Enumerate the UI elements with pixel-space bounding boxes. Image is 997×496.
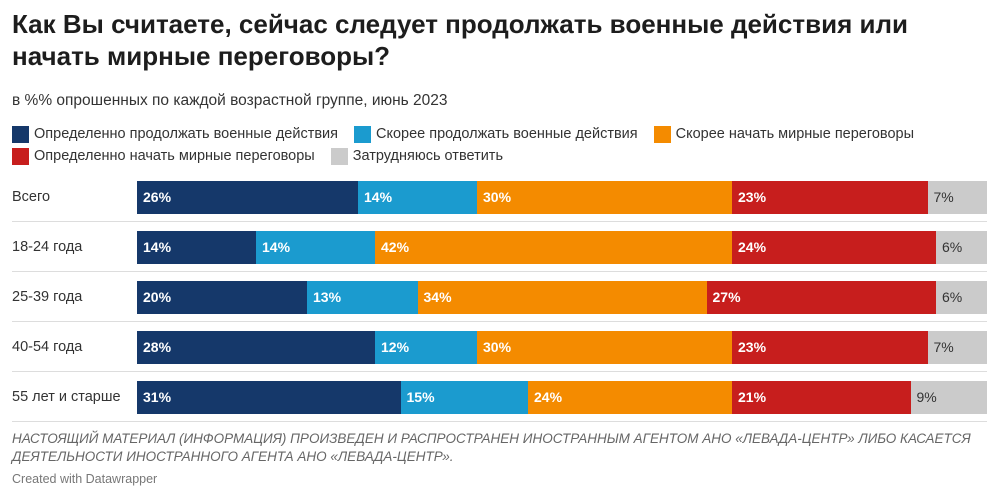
bar-segment: 24%: [732, 231, 936, 264]
data-label: 7%: [933, 339, 954, 355]
data-label: 28%: [143, 339, 172, 355]
bar-segment: 12%: [375, 331, 477, 364]
data-label: 15%: [406, 389, 435, 405]
legend-item-rather-negotiate: Скорее начать мирные переговоры: [653, 123, 914, 145]
stacked-bar: 26% 14% 30% 23% 7%: [137, 181, 987, 214]
category-label: 18-24 года: [12, 239, 83, 255]
legend-swatch: [12, 147, 29, 165]
legend-label: Затрудняюсь ответить: [352, 148, 504, 164]
data-label: 14%: [143, 239, 172, 255]
data-label: 13%: [313, 289, 342, 305]
bar-segment: 7%: [927, 181, 987, 214]
legend-item-undecided: Затрудняюсь ответить: [330, 145, 504, 167]
bar-segment: 28%: [137, 331, 375, 364]
legend-row: Определенно начать мирные переговоры Зат…: [12, 145, 987, 167]
data-label: 23%: [738, 189, 767, 205]
row-separator: [12, 271, 987, 272]
legend-item-rather-continue: Скорее продолжать военные действия: [353, 123, 638, 145]
chart-title: Как Вы считаете, сейчас следует продолжа…: [12, 9, 908, 71]
data-label: 21%: [738, 389, 767, 405]
legend-item-definitely-negotiate: Определенно начать мирные переговоры: [12, 145, 315, 167]
data-label: 20%: [143, 289, 172, 305]
stacked-bar: 31% 15% 24% 21% 9%: [137, 381, 987, 414]
bar-segment: 20%: [137, 281, 307, 314]
category-label: 40-54 года: [12, 339, 83, 355]
legend-row: Определенно продолжать военные действия …: [12, 123, 987, 145]
bar-segment: 23%: [732, 181, 928, 214]
category-label: 25-39 года: [12, 289, 83, 305]
row-separator: [12, 321, 987, 322]
bar-segment: 30%: [477, 331, 732, 364]
bar-segment: 14%: [358, 181, 477, 214]
legend: Определенно продолжать военные действия …: [12, 123, 987, 167]
data-label: 26%: [143, 189, 172, 205]
row-separator: [12, 371, 987, 372]
chart-row: 55 лет и старше 31% 15% 24% 21% 9%: [0, 372, 997, 422]
legend-label: Скорее начать мирные переговоры: [675, 126, 914, 142]
data-label: 6%: [942, 289, 963, 305]
bar-segment: 26%: [137, 181, 358, 214]
bar-segment: 7%: [927, 331, 987, 364]
chart-row: 25-39 года 20% 13% 34% 27% 6%: [0, 272, 997, 322]
bar-segment: 23%: [732, 331, 928, 364]
chart-row: 40-54 года 28% 12% 30% 23% 7%: [0, 322, 997, 372]
bar-segment: 42%: [375, 231, 732, 264]
bar-segment: 14%: [137, 231, 256, 264]
foreign-agent-notice: НАСТОЯЩИЙ МАТЕРИАЛ (ИНФОРМАЦИЯ) ПРОИЗВЕД…: [12, 431, 971, 464]
legend-item-definitely-continue: Определенно продолжать военные действия: [12, 123, 338, 145]
data-label: 34%: [423, 289, 452, 305]
data-label: 30%: [483, 339, 512, 355]
data-label: 30%: [483, 189, 512, 205]
stacked-bar: 20% 13% 34% 27% 6%: [137, 281, 987, 314]
data-label: 14%: [262, 239, 291, 255]
data-label: 23%: [738, 339, 767, 355]
bar-segment: 31%: [137, 381, 401, 414]
data-label: 31%: [143, 389, 172, 405]
legend-swatch: [353, 125, 371, 143]
legend-label: Скорее продолжать военные действия: [375, 126, 638, 142]
chart-subtitle: в %% опрошенных по каждой возрастной гру…: [12, 92, 448, 109]
chart-row: 18-24 года 14% 14% 42% 24% 6%: [0, 222, 997, 272]
bar-segment: 24%: [528, 381, 732, 414]
stacked-bar-chart: Всего 26% 14% 30% 23% 7% 18-24 года 14% 14% 42% 24…: [0, 172, 997, 422]
category-label: Всего: [12, 189, 51, 205]
legend-swatch: [653, 125, 671, 143]
legend-label: Определенно начать мирные переговоры: [34, 148, 315, 164]
row-separator: [12, 221, 987, 222]
bar-segment: 15%: [400, 381, 528, 414]
data-label: 6%: [942, 239, 963, 255]
data-label: 24%: [534, 389, 563, 405]
bar-segment: 6%: [936, 281, 987, 314]
chart-row: Всего 26% 14% 30% 23% 7%: [0, 172, 997, 222]
legend-swatch: [330, 147, 348, 165]
data-label: 14%: [364, 189, 393, 205]
category-label: 55 лет и старше: [12, 389, 121, 405]
bar-segment: 30%: [477, 181, 732, 214]
data-label: 7%: [933, 189, 954, 205]
legend-swatch: [12, 125, 29, 143]
bar-segment: 34%: [417, 281, 707, 314]
row-separator: [12, 421, 987, 422]
data-label: 24%: [738, 239, 767, 255]
bar-segment: 21%: [732, 381, 911, 414]
bar-segment: 6%: [936, 231, 987, 264]
legend-label: Определенно продолжать военные действия: [34, 126, 338, 142]
datawrapper-credit: Created with Datawrapper: [12, 472, 158, 486]
stacked-bar: 14% 14% 42% 24% 6%: [137, 231, 987, 264]
data-label: 42%: [381, 239, 410, 255]
bar-segment: 13%: [307, 281, 418, 314]
data-label: 27%: [712, 289, 741, 305]
data-label: 9%: [916, 389, 937, 405]
data-label: 12%: [381, 339, 410, 355]
bar-segment: 9%: [910, 381, 987, 414]
bar-segment: 14%: [256, 231, 375, 264]
stacked-bar: 28% 12% 30% 23% 7%: [137, 331, 987, 364]
bar-segment: 27%: [706, 281, 936, 314]
